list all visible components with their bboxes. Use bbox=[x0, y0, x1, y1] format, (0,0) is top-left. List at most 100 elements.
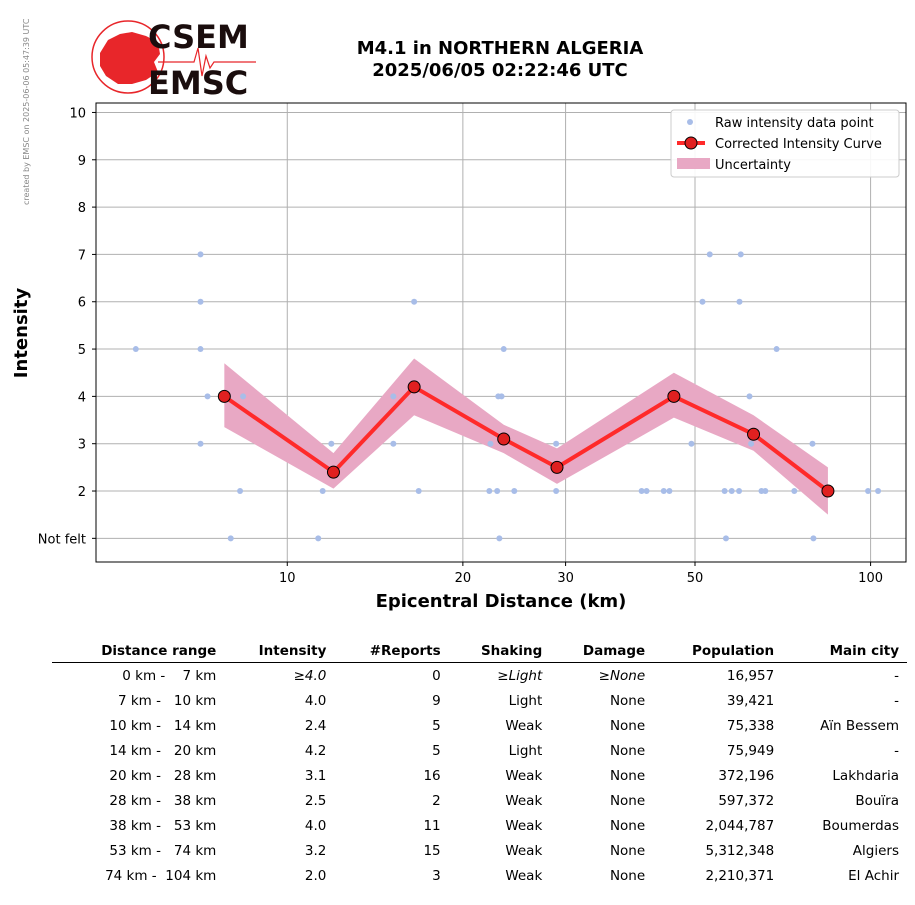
logo-line2: EMSC bbox=[148, 64, 248, 96]
cell-shaking: Light bbox=[508, 742, 543, 759]
table-header-row: Distance range Intensity #Reports Shaking Da… bbox=[52, 640, 907, 663]
logo-globe bbox=[91, 20, 165, 94]
header-reports: #Reports bbox=[334, 640, 449, 663]
raw-data-point bbox=[487, 440, 494, 447]
cell-damage: None bbox=[609, 717, 646, 734]
cell-main-city: - bbox=[894, 742, 899, 759]
cell-reports: 5 bbox=[432, 717, 441, 734]
cell-distance-range: 14 km - 20 km bbox=[109, 742, 217, 759]
y-tick-label: 6 bbox=[78, 296, 86, 311]
logo-europe-shape bbox=[100, 32, 160, 84]
raw-data-point bbox=[875, 488, 882, 495]
cell-population: 39,421 bbox=[726, 692, 775, 709]
cell-intensity: 2.0 bbox=[304, 867, 327, 884]
curve-point bbox=[217, 389, 231, 403]
cell-main-city: Aïn Bessem bbox=[820, 717, 899, 734]
y-tick-label: 8 bbox=[78, 201, 86, 216]
cell-intensity: 2.5 bbox=[304, 792, 327, 809]
cell-damage: None bbox=[609, 867, 646, 884]
raw-data-point bbox=[688, 440, 695, 447]
plot-frame bbox=[95, 102, 907, 563]
legend-curve-marker bbox=[684, 136, 698, 150]
curve-point bbox=[821, 484, 835, 498]
cell-reports: 5 bbox=[432, 742, 441, 759]
cell-intensity: 3.2 bbox=[304, 842, 327, 859]
cell-damage: None bbox=[609, 767, 646, 784]
cell-main-city: El Achir bbox=[848, 867, 899, 884]
header-population: Population bbox=[653, 640, 783, 663]
raw-data-point bbox=[736, 298, 743, 305]
intensity-table: Distance range Intensity #Reports Shaking Da… bbox=[52, 640, 907, 888]
cell-main-city: Lakhdaria bbox=[832, 767, 899, 784]
cell-distance-range: 7 km - 10 km bbox=[117, 692, 217, 709]
header-damage: Damage bbox=[550, 640, 654, 663]
header-main-city: Main city bbox=[782, 640, 907, 663]
raw-data-point bbox=[728, 488, 735, 495]
axis-ticks: 10 20 30 50 100 Not felt 2 3 4 5 6 7 8 9 10 bbox=[38, 106, 883, 586]
raw-data-point bbox=[737, 251, 744, 258]
raw-data-point bbox=[553, 440, 560, 447]
raw-data-point bbox=[746, 393, 753, 400]
raw-data-point bbox=[415, 488, 422, 495]
raw-data-point bbox=[722, 535, 729, 542]
csem-emsc-logo: CSEM EMSC bbox=[91, 18, 256, 96]
cell-reports: 0 bbox=[432, 667, 441, 684]
chart-title: M4.1 in NORTHERN ALGERIA 2025/06/05 02:2… bbox=[300, 38, 700, 82]
cell-distance-range: 28 km - 38 km bbox=[109, 792, 217, 809]
table-row: 74 km - 104 km 2.0 3 Weak None 2,210,371 El Ac… bbox=[52, 863, 907, 888]
cell-intensity: 3.1 bbox=[304, 767, 327, 784]
y-tick-label: 10 bbox=[69, 106, 86, 121]
logo-seismogram bbox=[158, 47, 256, 77]
raw-data-point bbox=[494, 488, 501, 495]
y-axis-label: Intensity bbox=[11, 288, 32, 379]
cell-intensity: 2.4 bbox=[304, 717, 327, 734]
cell-population: 75,338 bbox=[726, 717, 775, 734]
y-tick-label: 5 bbox=[78, 343, 86, 358]
table-row: 7 km - 10 km 4.0 9 Light None 39,421 - bbox=[52, 688, 907, 713]
cell-reports: 15 bbox=[423, 842, 441, 859]
table-row: 38 km - 53 km 4.0 11 Weak None 2,044,787 Boume… bbox=[52, 813, 907, 838]
curve-point bbox=[497, 432, 511, 446]
cell-intensity: 4.0 bbox=[304, 692, 327, 709]
raw-data-point bbox=[865, 488, 872, 495]
cell-reports: 11 bbox=[423, 817, 441, 834]
raw-data-point bbox=[809, 440, 816, 447]
y-tick-label: 2 bbox=[78, 485, 86, 500]
raw-data-point bbox=[204, 393, 211, 400]
raw-data-point bbox=[511, 488, 518, 495]
cell-shaking: Weak bbox=[505, 767, 543, 784]
raw-data-point bbox=[736, 488, 743, 495]
curve-point bbox=[550, 460, 564, 474]
cell-intensity: 4.0 bbox=[304, 817, 327, 834]
raw-data-point bbox=[240, 393, 247, 400]
table-row: 28 km - 38 km 2.5 2 Weak None 597,372 Bouïra bbox=[52, 788, 907, 813]
x-tick-label: 100 bbox=[858, 571, 883, 586]
legend-raw-label: Raw intensity data point bbox=[715, 116, 874, 131]
header-shaking: Shaking bbox=[448, 640, 551, 663]
y-tick-label: 9 bbox=[78, 154, 86, 169]
raw-data-point bbox=[553, 488, 560, 495]
curve-point bbox=[407, 380, 421, 394]
cell-distance-range: 38 km - 53 km bbox=[109, 817, 217, 834]
cell-intensity: ≥4.0 bbox=[293, 667, 327, 684]
raw-data-point bbox=[237, 488, 244, 495]
cell-damage: None bbox=[609, 742, 646, 759]
curve-point bbox=[747, 427, 761, 441]
curve-line bbox=[223, 384, 830, 493]
table-row: 20 km - 28 km 3.1 16 Weak None 372,196 Lakhdar… bbox=[52, 763, 907, 788]
raw-data-point bbox=[328, 440, 335, 447]
cell-distance-range: 20 km - 28 km bbox=[109, 767, 217, 784]
cell-main-city: Algiers bbox=[852, 842, 899, 859]
cell-reports: 2 bbox=[432, 792, 441, 809]
cell-population: 2,044,787 bbox=[705, 817, 775, 834]
cell-population: 2,210,371 bbox=[705, 867, 775, 884]
legend-curve-label: Corrected Intensity Curve bbox=[715, 137, 882, 152]
cell-damage: None bbox=[609, 792, 646, 809]
cell-distance-range: 53 km - 74 km bbox=[109, 842, 217, 859]
cell-main-city: Bouïra bbox=[855, 792, 899, 809]
curve-point bbox=[667, 389, 681, 403]
raw-data-point bbox=[319, 488, 326, 495]
raw-data-point bbox=[666, 488, 673, 495]
raw-data-point bbox=[660, 488, 667, 495]
x-axis-label: Epicentral Distance (km) bbox=[376, 591, 627, 612]
